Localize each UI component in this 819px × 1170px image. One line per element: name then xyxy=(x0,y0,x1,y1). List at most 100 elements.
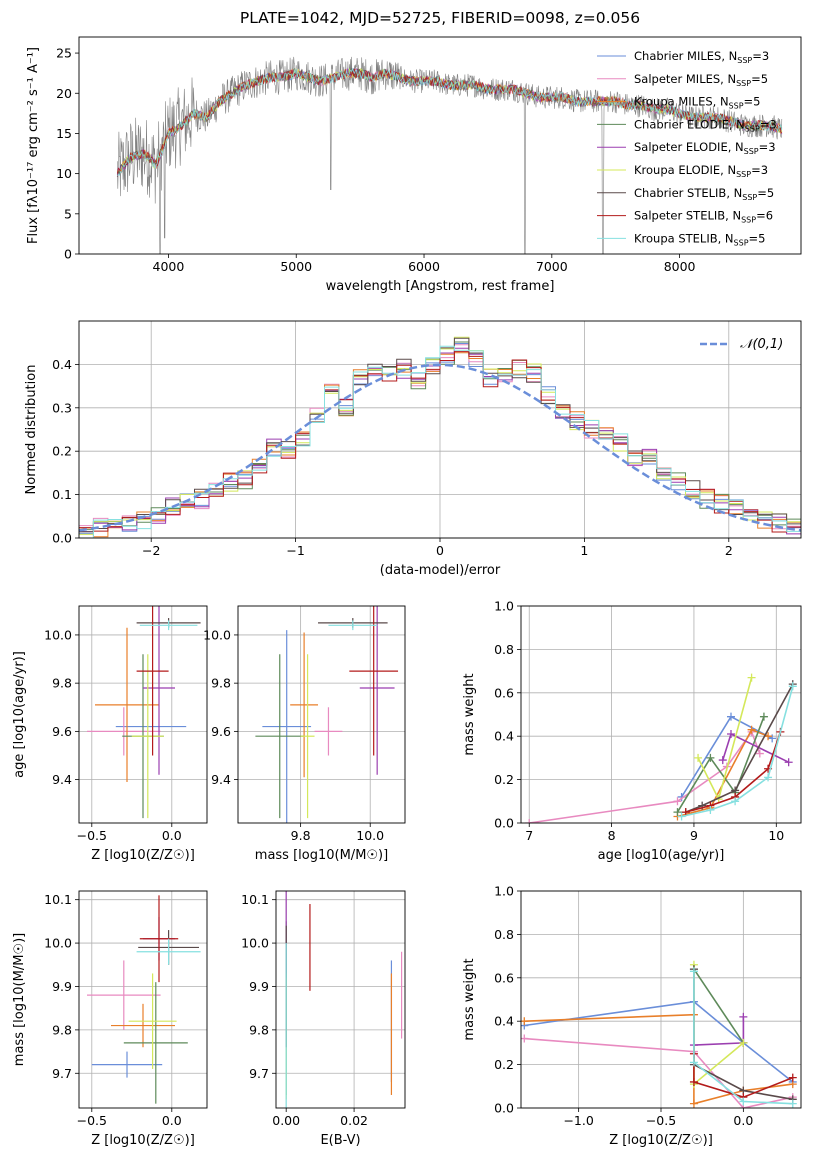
legend-label: Salpeter ELODIE, NSSP=3 xyxy=(634,140,776,156)
axes-frame xyxy=(520,890,802,1109)
data-point xyxy=(111,1003,175,1048)
y-tick-label: 9.9 xyxy=(52,979,72,994)
weight-marker xyxy=(731,797,740,806)
x-tick-label: 0.02 xyxy=(340,1113,368,1128)
legend-label: Chabrier STELIB, NSSP=5 xyxy=(634,186,774,202)
y-axis-label: age [log10(age/yr)] xyxy=(12,651,27,778)
y-axis-label: mass weight xyxy=(462,958,477,1040)
weight-line xyxy=(693,971,793,1105)
x-tick-label: 2 xyxy=(725,543,733,558)
x-tick-label: −0.5 xyxy=(646,1113,676,1128)
data-point xyxy=(328,620,378,631)
axes-frame xyxy=(78,320,802,539)
weight-marker xyxy=(739,1038,748,1047)
x-axis-label: mass [log10(M/M☉)] xyxy=(255,848,388,863)
y-tick-label: 0.0 xyxy=(494,1101,514,1116)
weight-marker xyxy=(768,734,777,743)
weight-marker xyxy=(689,1099,698,1108)
x-tick-label: 0.00 xyxy=(272,1113,300,1128)
weight-lines xyxy=(521,960,797,1108)
weight-marker xyxy=(727,712,735,721)
weight-marker xyxy=(788,1073,797,1082)
y-tick-label: 9.9 xyxy=(249,979,269,994)
data-point xyxy=(87,960,161,1030)
x-axis-label: Z [log10(Z/Z☉)] xyxy=(91,848,195,863)
x-tick-label: 5000 xyxy=(280,259,312,274)
y-tick-label: 10.0 xyxy=(241,936,269,951)
data-point xyxy=(128,973,177,1069)
weight-line xyxy=(524,1013,793,1105)
y-tick-label: 0.3 xyxy=(52,400,72,415)
data-point xyxy=(139,895,179,983)
x-tick-label: 0.0 xyxy=(733,1113,753,1128)
x-axis-label: Z [log10(Z/Z☉)] xyxy=(609,1133,713,1148)
x-tick-label: 7000 xyxy=(536,259,568,274)
data-point xyxy=(87,707,161,756)
x-tick-label: 0 xyxy=(436,543,444,558)
data-point xyxy=(314,707,343,756)
data-point xyxy=(136,606,169,756)
weight-marker xyxy=(727,730,735,739)
legend-label: Chabrier MILES, NSSP=3 xyxy=(634,49,769,65)
data-point xyxy=(136,938,201,965)
y-tick-label: 1.0 xyxy=(494,599,514,614)
legend-label: Chabrier ELODIE, NSSP=3 xyxy=(634,117,777,133)
y-tick-label: 9.6 xyxy=(52,724,72,739)
histograms xyxy=(79,336,801,538)
legend-label: Kroupa MILES, NSSP=5 xyxy=(634,95,760,111)
weight-line xyxy=(677,728,769,818)
x-tick-label: −0.5 xyxy=(77,828,107,843)
weight-marker xyxy=(673,797,682,806)
weight-marker xyxy=(747,673,756,682)
x-axis-label: (data-model)/error xyxy=(380,563,501,578)
data-point xyxy=(131,654,164,819)
weight-marker xyxy=(521,1017,529,1026)
weight-marker xyxy=(759,712,768,721)
weight-marker xyxy=(747,725,756,734)
weight-marker xyxy=(706,753,715,762)
axes-frame xyxy=(237,605,406,824)
x-axis-label: wavelength [Angstrom, rest frame] xyxy=(326,279,555,294)
y-tick-label: 0.2 xyxy=(494,1057,514,1072)
x-tick-label: −2 xyxy=(142,543,160,558)
weight-line xyxy=(676,716,765,813)
weight-marker xyxy=(764,773,773,782)
x-tick-label: 0.0 xyxy=(162,1113,182,1128)
y-tick-label: 9.7 xyxy=(52,1066,72,1081)
axes-frame xyxy=(520,605,802,824)
weight-marker xyxy=(784,758,793,767)
y-tick-label: 0.4 xyxy=(494,1014,514,1029)
weight-marker xyxy=(525,819,534,823)
x-tick-label: 7 xyxy=(525,828,533,843)
weight-line xyxy=(693,968,745,1044)
weight-marker xyxy=(521,1034,529,1043)
x-tick-label: 10.0 xyxy=(356,828,384,843)
y-tick-label: 20 xyxy=(56,86,72,101)
x-tick-label: 6000 xyxy=(408,259,440,274)
weight-line xyxy=(524,1000,794,1083)
y-tick-label: 5 xyxy=(64,206,72,221)
y-tick-label: 0.0 xyxy=(52,531,72,546)
y-tick-label: 9.8 xyxy=(211,676,231,691)
x-tick-label: 9 xyxy=(690,828,698,843)
weight-marker xyxy=(694,753,703,762)
normal-curve xyxy=(79,363,801,532)
y-tick-label: 0.4 xyxy=(494,729,514,744)
data-point xyxy=(290,632,319,778)
weight-marker xyxy=(689,967,698,976)
axes-frame xyxy=(78,890,208,1109)
data-point xyxy=(300,654,315,819)
y-tick-label: 9.8 xyxy=(52,1022,72,1037)
weight-line xyxy=(693,964,744,1086)
y-tick-label: 0.2 xyxy=(494,772,514,787)
weight-marker xyxy=(689,1058,698,1067)
y-tick-label: 0.8 xyxy=(494,642,514,657)
x-tick-label: −1 xyxy=(286,543,304,558)
errorbars xyxy=(87,606,201,819)
weight-marker xyxy=(689,1077,698,1086)
legend-label: 𝒩(0,1) xyxy=(740,337,783,352)
y-tick-label: 9.8 xyxy=(52,676,72,691)
weight-marker xyxy=(673,808,682,817)
weight-line xyxy=(685,683,794,813)
